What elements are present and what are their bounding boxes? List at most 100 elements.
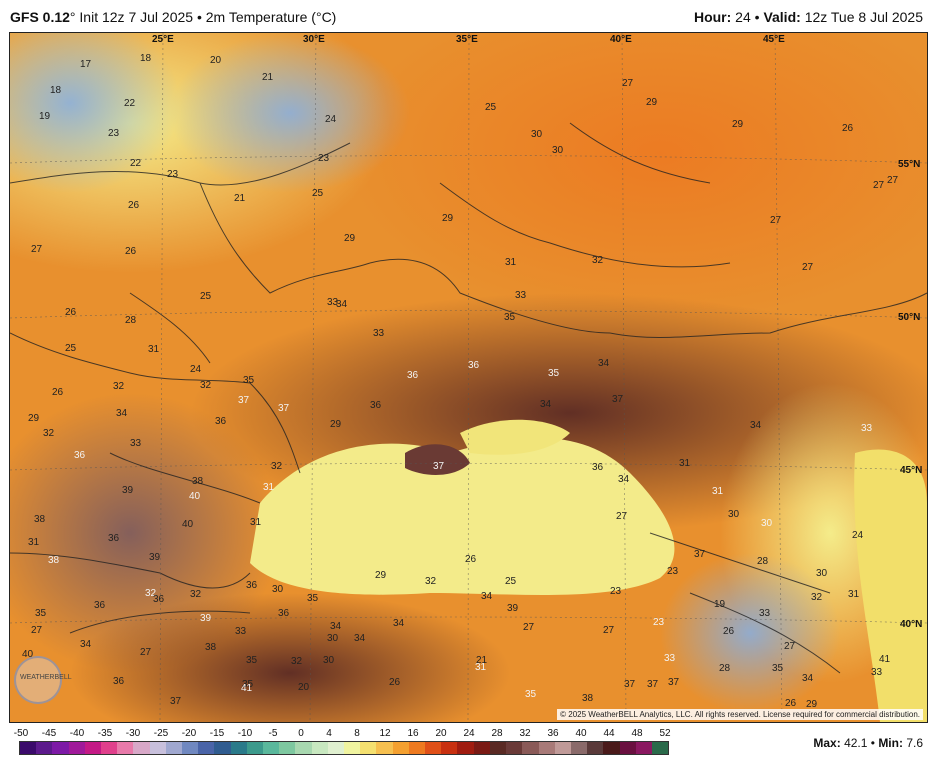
colorbar-tick-label: -35 <box>97 728 113 739</box>
temperature-label: 37 <box>433 461 445 472</box>
colorbar-swatch <box>506 742 523 754</box>
temperature-label: 34 <box>336 299 348 310</box>
temperature-label: 27 <box>873 180 885 191</box>
temperature-label: 38 <box>192 476 204 487</box>
temperature-label: 32 <box>145 588 157 599</box>
colorbar-tick-label: -25 <box>153 728 169 739</box>
colorbar-swatch <box>101 742 118 754</box>
temperature-label: 37 <box>170 696 182 707</box>
colorbar-swatch <box>408 742 426 754</box>
colorbar-tick-label: 36 <box>547 728 559 739</box>
colorbar-tick-label: 44 <box>603 728 615 739</box>
temperature-label: 36 <box>153 594 165 605</box>
colorbar-tick-label: -5 <box>268 728 278 739</box>
temperature-label: 21 <box>234 193 246 204</box>
temperature-label: 31 <box>505 257 517 268</box>
temperature-label: 31 <box>28 537 40 548</box>
temperature-label: 26 <box>128 200 140 211</box>
temperature-label: 27 <box>523 622 535 633</box>
temperature-label: 28 <box>125 315 137 326</box>
colorbar-swatch <box>425 742 442 754</box>
temperature-label: 37 <box>694 549 706 560</box>
colorbar-swatch <box>68 742 85 754</box>
temperature-label: 23 <box>167 169 179 180</box>
temperature-label: 27 <box>770 215 782 226</box>
temperature-label: 40 <box>182 519 194 530</box>
temperature-label: 33 <box>235 626 247 637</box>
colorbar-tick-label: 12 <box>379 728 391 739</box>
colorbar-swatch <box>554 742 571 754</box>
temperature-label: 24 <box>190 364 202 375</box>
colorbar-swatch <box>165 742 183 754</box>
colorbar-tick-label: 0 <box>298 728 304 739</box>
temperature-label: 38 <box>582 693 594 704</box>
temperature-label: 30 <box>816 568 828 579</box>
colorbar-tick-label: 24 <box>463 728 475 739</box>
latitude-label: 55°N <box>898 159 920 170</box>
temperature-label: 29 <box>806 699 818 710</box>
temperature-label: 22 <box>130 158 142 169</box>
temperature-label: 31 <box>148 344 160 355</box>
temperature-label: 35 <box>307 593 319 604</box>
temperature-label: 27 <box>887 175 899 186</box>
temperature-label: 33 <box>759 608 771 619</box>
temperature-label: 30 <box>327 633 339 644</box>
temperature-label: 32 <box>200 380 212 391</box>
colorbar-swatch <box>230 742 247 754</box>
colorbar-swatch <box>214 742 231 754</box>
colorbar-swatch <box>52 742 69 754</box>
temperature-label: 36 <box>278 608 290 619</box>
temperature-label: 33 <box>515 290 527 301</box>
temperature-label: 34 <box>393 618 405 629</box>
temperature-label: 25 <box>200 291 212 302</box>
header: GFS 0.12° Init 12z 7 Jul 2025 • 2m Tempe… <box>0 0 935 32</box>
temperature-label: 33 <box>664 653 676 664</box>
temperature-label: 26 <box>465 554 477 565</box>
temperature-label: 27 <box>603 625 615 636</box>
temperature-label: 36 <box>108 533 120 544</box>
temperature-label: 24 <box>325 114 337 125</box>
colorbar-swatch <box>344 742 361 754</box>
colorbar-tick-label: -30 <box>125 728 141 739</box>
temperature-label: 38 <box>48 555 60 566</box>
temperature-label: 25 <box>485 102 497 113</box>
temperature-label: 37 <box>612 394 624 405</box>
temperature-label: 25 <box>312 188 324 199</box>
model-name: GFS 0.12 <box>10 9 70 25</box>
temperature-label: 19 <box>714 599 726 610</box>
weatherbell-logo: WEATHERBELL <box>14 656 72 704</box>
temperature-label: 20 <box>210 55 222 66</box>
temperature-label: 32 <box>811 592 823 603</box>
temperature-label: 34 <box>750 420 762 431</box>
temperature-label: 32 <box>271 461 283 472</box>
temperature-label: 37 <box>624 679 636 690</box>
temperature-label: 32 <box>592 255 604 266</box>
map-canvas: 25°E 30°E 35°E 40°E 45°E 55°N 50°N 45°N 40°N 17 1… <box>10 33 927 722</box>
colorbar-swatch <box>327 742 345 754</box>
temperature-label: 30 <box>531 129 543 140</box>
temperature-label: 36 <box>246 580 258 591</box>
longitude-label: 30°E <box>303 34 325 45</box>
temperature-label: 27 <box>616 511 628 522</box>
temperature-label: 28 <box>757 556 769 567</box>
temperature-label: 30 <box>323 655 335 666</box>
temperature-label: 40 <box>22 649 34 660</box>
temperature-label: 23 <box>653 617 665 628</box>
colorbar-swatch <box>457 742 474 754</box>
temperature-label: 18 <box>50 85 62 96</box>
temperature-label: 39 <box>122 485 134 496</box>
temperature-label: 26 <box>389 677 401 688</box>
temperature-label: 34 <box>116 408 128 419</box>
temperature-label: 32 <box>291 656 303 667</box>
temperature-label: 38 <box>34 514 46 525</box>
temperature-label: 29 <box>646 97 658 108</box>
colorbar-tick-label: 8 <box>354 728 360 739</box>
degree-sign: ° <box>69 9 76 25</box>
temperature-label: 31 <box>475 662 487 673</box>
temperature-label: 23 <box>318 153 330 164</box>
temperature-label: 30 <box>761 518 773 529</box>
temperature-map[interactable]: 25°E 30°E 35°E 40°E 45°E 55°N 50°N 45°N 40°N 17 1… <box>9 32 928 723</box>
temperature-label: 29 <box>732 119 744 130</box>
colorbar-swatch <box>603 742 620 754</box>
colorbar-tick-label: -20 <box>181 728 197 739</box>
